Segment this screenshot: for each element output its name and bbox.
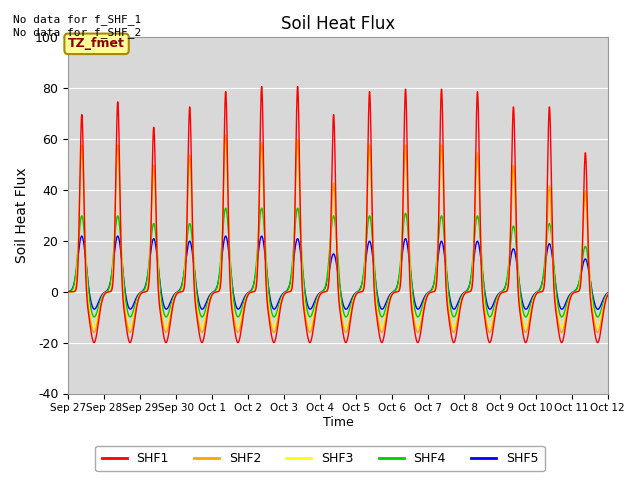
X-axis label: Time: Time: [323, 416, 353, 429]
Legend: SHF1, SHF2, SHF3, SHF4, SHF5: SHF1, SHF2, SHF3, SHF4, SHF5: [95, 446, 545, 471]
Text: TZ_fmet: TZ_fmet: [68, 37, 125, 50]
Text: No data for f_SHF_1
No data for f_SHF_2: No data for f_SHF_1 No data for f_SHF_2: [13, 14, 141, 38]
Y-axis label: Soil Heat Flux: Soil Heat Flux: [15, 168, 29, 263]
Title: Soil Heat Flux: Soil Heat Flux: [281, 15, 395, 33]
